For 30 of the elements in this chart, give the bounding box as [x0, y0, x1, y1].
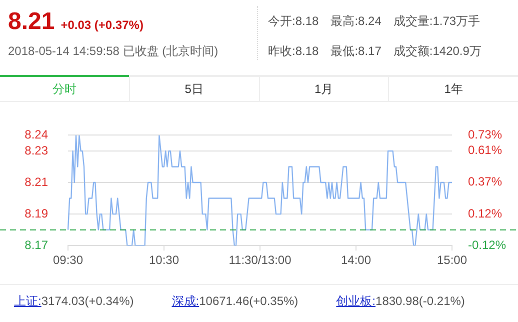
text: 昨收:8.18: [268, 43, 319, 60]
y-tick-label: 8.19: [24, 206, 48, 220]
y2-tick-label: 0.12%: [468, 206, 502, 221]
text: 成交额:1420.9万: [393, 43, 482, 60]
text: 1年: [388, 75, 518, 101]
text: 2018-05-14 14:59:58 已收盘 (北京时间): [8, 43, 218, 60]
x-tick-label: 14:00: [340, 253, 372, 268]
text: 深成:10671.46(+0.35%): [172, 294, 298, 308]
text: 1月: [258, 75, 388, 101]
text: 5日: [128, 75, 258, 101]
chart-subtitle: +0.03 (+0.37%): [60, 18, 144, 32]
text: 创业板:1830.98(-0.21%): [336, 294, 465, 308]
x-tick-label: 11:30/13:00: [228, 253, 292, 268]
y-tick-label: 8.23: [24, 143, 48, 158]
y2-tick-label: 0.73%: [468, 128, 502, 142]
text: 分时: [0, 75, 129, 101]
text: 今开:8.18: [268, 13, 319, 30]
text: 成交量:1.73万手: [393, 13, 480, 30]
x-tick-label: 15:00: [436, 253, 468, 268]
y2-tick-label: 0.37%: [468, 174, 502, 188]
y2-tick-label: 0.61%: [468, 143, 502, 158]
y-tick-label: 8.21: [24, 174, 48, 189]
x-tick-label: 10:30: [148, 253, 180, 268]
x-tick-label: 09:30: [52, 253, 84, 268]
text: 最高:8.24: [330, 13, 382, 30]
y-tick-label: 8.17: [24, 238, 48, 252]
y-tick-label: 8.24: [24, 128, 48, 142]
y2-tick-label: -0.12%: [468, 238, 506, 252]
text: 最低:8.17: [330, 43, 382, 60]
text: 上证:3174.03(+0.34%): [14, 294, 134, 308]
